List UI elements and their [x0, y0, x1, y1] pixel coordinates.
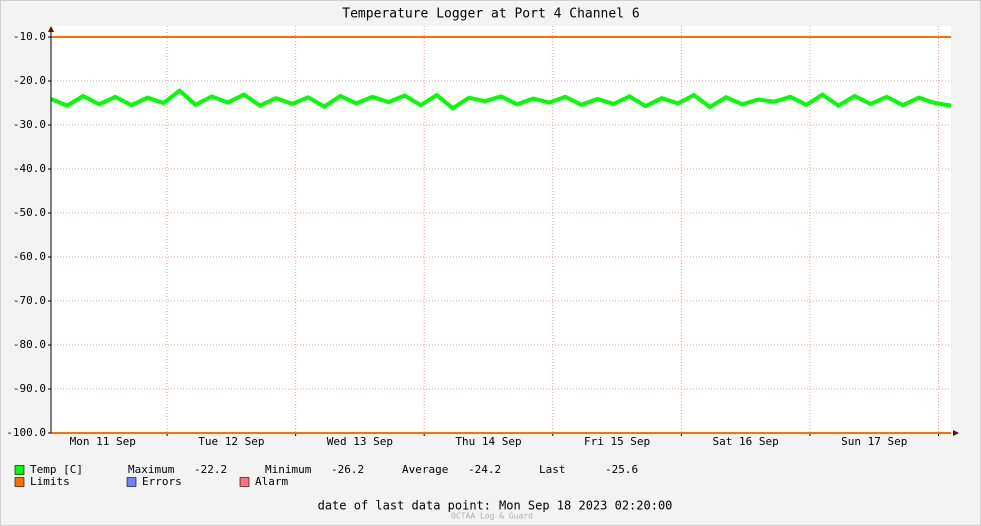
- legend: Temp [C] Maximum -22.2 Minimum -26.2 Average -…: [14, 463, 638, 488]
- legend-swatch: [126, 477, 137, 487]
- x-tick-label: Sat 16 Sep: [713, 435, 779, 448]
- y-tick-label: -90.0: [13, 382, 46, 395]
- stat-name: Maximum: [128, 463, 175, 476]
- x-tick-label: Fri 15 Sep: [584, 435, 650, 448]
- stat-value: -22.2: [194, 463, 227, 476]
- footer-value: Mon Sep 18 2023 02:20:00: [499, 499, 672, 513]
- stat-value: -26.2: [331, 463, 364, 476]
- y-tick-label: -100.0: [6, 426, 46, 439]
- legend-label: Temp [C]: [30, 463, 83, 476]
- stat-name: Average: [402, 463, 448, 476]
- x-tick-label: Sun 17 Sep: [841, 435, 907, 448]
- legend-swatch: [14, 477, 25, 487]
- x-tick-label: Mon 11 Sep: [70, 435, 136, 448]
- legend-label: Alarm: [255, 475, 288, 488]
- y-tick-label: -80.0: [13, 338, 46, 351]
- y-tick-label: -60.0: [13, 250, 46, 263]
- legend-label: Errors: [142, 475, 182, 488]
- y-tick-label: -10.0: [13, 30, 46, 43]
- y-arrow: [48, 26, 54, 32]
- y-tick-label: -70.0: [13, 294, 46, 307]
- stat-value: -24.2: [468, 463, 501, 476]
- marks: [50, 36, 952, 434]
- legend-swatch: [14, 465, 25, 475]
- y-tick-label: -20.0: [13, 74, 46, 87]
- chart-title: Temperature Logger at Port 4 Channel 6: [342, 7, 639, 22]
- data-line: [50, 88, 952, 111]
- stat-name: Minimum: [265, 463, 312, 476]
- x-tick-label: Thu 14 Sep: [455, 435, 521, 448]
- y-tick-label: -40.0: [13, 162, 46, 175]
- watermark: OCTAA Log & Guard: [451, 512, 533, 521]
- stat-name: Last: [539, 463, 566, 476]
- legend-label: Limits: [30, 475, 70, 488]
- x-tick-label: Wed 13 Sep: [327, 435, 393, 448]
- y-tick-label: -50.0: [13, 206, 46, 219]
- stat-value: -25.6: [605, 463, 638, 476]
- x-arrow: [953, 430, 959, 436]
- x-tick-label: Tue 12 Sep: [198, 435, 264, 448]
- legend-swatch: [239, 477, 250, 487]
- y-tick-label: -30.0: [13, 118, 46, 131]
- plot-area: [51, 26, 951, 433]
- footer-label: date of last data point:: [318, 499, 491, 513]
